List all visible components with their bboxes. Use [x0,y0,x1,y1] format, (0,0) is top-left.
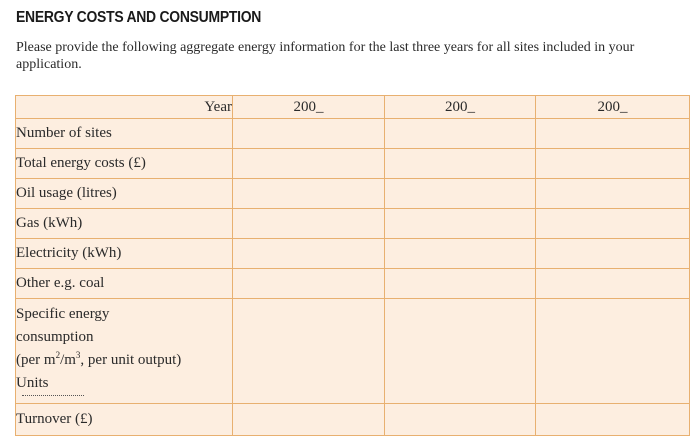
row-label-specific-energy: Specific energy consumption (per m2/m3, … [15,298,233,404]
table-row: Specific energy consumption (per m2/m3, … [15,298,690,404]
table-row: Total energy costs (£) [15,148,690,179]
year-col-2: 200_ [384,95,536,119]
input-cell[interactable] [384,298,536,404]
input-cell[interactable] [232,298,385,404]
input-cell[interactable] [232,268,385,299]
input-cell[interactable] [384,403,536,436]
year-col-1: 200_ [232,95,385,119]
input-cell[interactable] [535,208,690,239]
input-cell[interactable] [384,208,536,239]
units-line: Units [16,372,232,396]
intro-text: Please provide the following aggregate e… [16,40,635,72]
input-cell[interactable] [535,268,690,299]
input-cell[interactable] [535,148,690,179]
input-cell[interactable] [232,403,385,436]
units-label: Units [16,375,49,391]
row-label-gas: Gas (kWh) [15,208,233,239]
row-label-total-energy-costs: Total energy costs (£) [15,148,233,179]
input-cell[interactable] [535,238,690,269]
row-label-oil-usage: Oil usage (litres) [15,178,233,209]
specific-mid: /m [60,352,76,368]
table-row: Other e.g. coal [15,268,690,299]
input-cell[interactable] [384,178,536,209]
input-cell[interactable] [535,298,690,404]
superscript-3: 3 [75,350,81,360]
table-row: Gas (kWh) [15,208,690,239]
input-cell[interactable] [232,118,385,149]
year-col-3: 200_ [535,95,690,119]
specific-line-3: (per m2/m3, per unit output) [16,349,232,372]
units-fill-line[interactable] [22,395,84,396]
page-title: ENERGY COSTS AND CONSUMPTION [16,9,262,26]
input-cell[interactable] [384,238,536,269]
superscript-2: 2 [55,350,61,360]
input-cell[interactable] [232,178,385,209]
specific-line-2: consumption [16,329,94,345]
row-label-number-of-sites: Number of sites [15,118,233,149]
input-cell[interactable] [232,238,385,269]
input-cell[interactable] [535,178,690,209]
table-row: Oil usage (litres) [15,178,690,209]
specific-line-1: Specific energy [16,306,110,322]
specific-prefix: (per m [16,352,56,368]
year-header-row: Year 200_ 200_ 200_ [15,95,690,119]
input-cell[interactable] [232,148,385,179]
row-label-electricity: Electricity (kWh) [15,238,233,269]
input-cell[interactable] [232,208,385,239]
specific-suffix: , per unit output) [80,352,182,368]
table-row: Number of sites [15,118,690,149]
input-cell[interactable] [384,118,536,149]
table-row: Turnover (£) [15,403,690,436]
row-label-turnover: Turnover (£) [15,403,233,436]
row-label-other: Other e.g. coal [15,268,233,299]
input-cell[interactable] [535,403,690,436]
input-cell[interactable] [535,118,690,149]
year-label: Year [15,95,233,119]
table-row: Electricity (kWh) [15,238,690,269]
input-cell[interactable] [384,148,536,179]
input-cell[interactable] [384,268,536,299]
energy-table: Year 200_ 200_ 200_ Number of sites Tota… [15,95,690,436]
